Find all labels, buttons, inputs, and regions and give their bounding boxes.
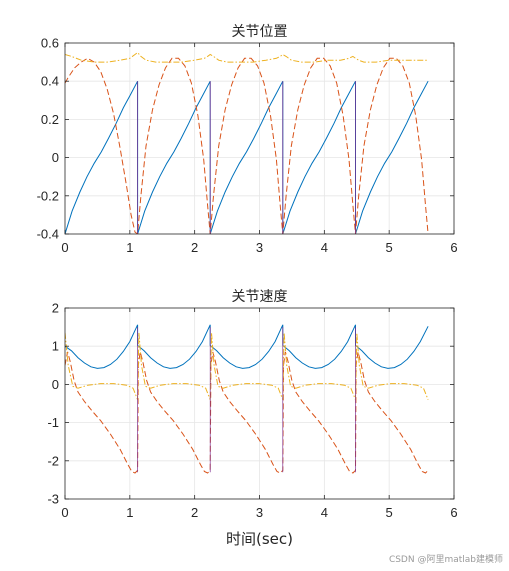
y-tick-label: -3 [47, 492, 59, 507]
chart-title: 关节速度 [232, 289, 288, 305]
x-tick-label: 0 [61, 505, 68, 520]
series-line-3 [65, 51, 429, 63]
y-tick-label: -1 [47, 415, 59, 430]
x-tick-label: 0 [61, 240, 68, 255]
series-line-3 [65, 332, 429, 400]
y-tick-label: 0 [52, 377, 59, 392]
y-tick-label: 0.6 [41, 36, 59, 51]
x-axis-label: 时间(sec) [226, 530, 293, 548]
chart-title: 关节位置 [232, 24, 288, 40]
series-line-1 [65, 324, 429, 369]
x-tick-label: 1 [126, 505, 133, 520]
y-tick-label: -2 [47, 453, 59, 468]
x-tick-label: 6 [450, 240, 457, 255]
y-tick-label: -0.2 [37, 188, 59, 203]
y-tick-label: 0.2 [41, 112, 59, 127]
series-line-2 [65, 351, 429, 474]
watermark-text: CSDN @阿里matlab建模师 [388, 555, 503, 565]
y-tick-label: 0 [52, 150, 59, 165]
x-tick-label: 6 [450, 505, 457, 520]
series-group [65, 324, 429, 474]
x-tick-label: 4 [321, 240, 328, 255]
series-group [65, 51, 429, 234]
y-tick-label: -0.4 [37, 227, 59, 242]
y-tick-label: 1 [52, 339, 59, 354]
x-tick-label: 4 [321, 505, 328, 520]
x-tick-label: 3 [256, 505, 263, 520]
series-line-1 [65, 80, 429, 234]
x-tick-label: 2 [191, 240, 198, 255]
x-tick-label: 1 [126, 240, 133, 255]
x-tick-label: 2 [191, 505, 198, 520]
x-tick-label: 5 [386, 240, 393, 255]
y-tick-label: 0.4 [41, 74, 59, 89]
x-tick-label: 3 [256, 240, 263, 255]
series-line-2 [65, 57, 429, 234]
y-tick-label: 2 [52, 301, 59, 316]
x-tick-label: 5 [386, 505, 393, 520]
chart-1: 0 1 2 3 4 5 6 -0.4 -0.2 0 0.2 0.4 0.6 关节位置 [37, 24, 458, 255]
